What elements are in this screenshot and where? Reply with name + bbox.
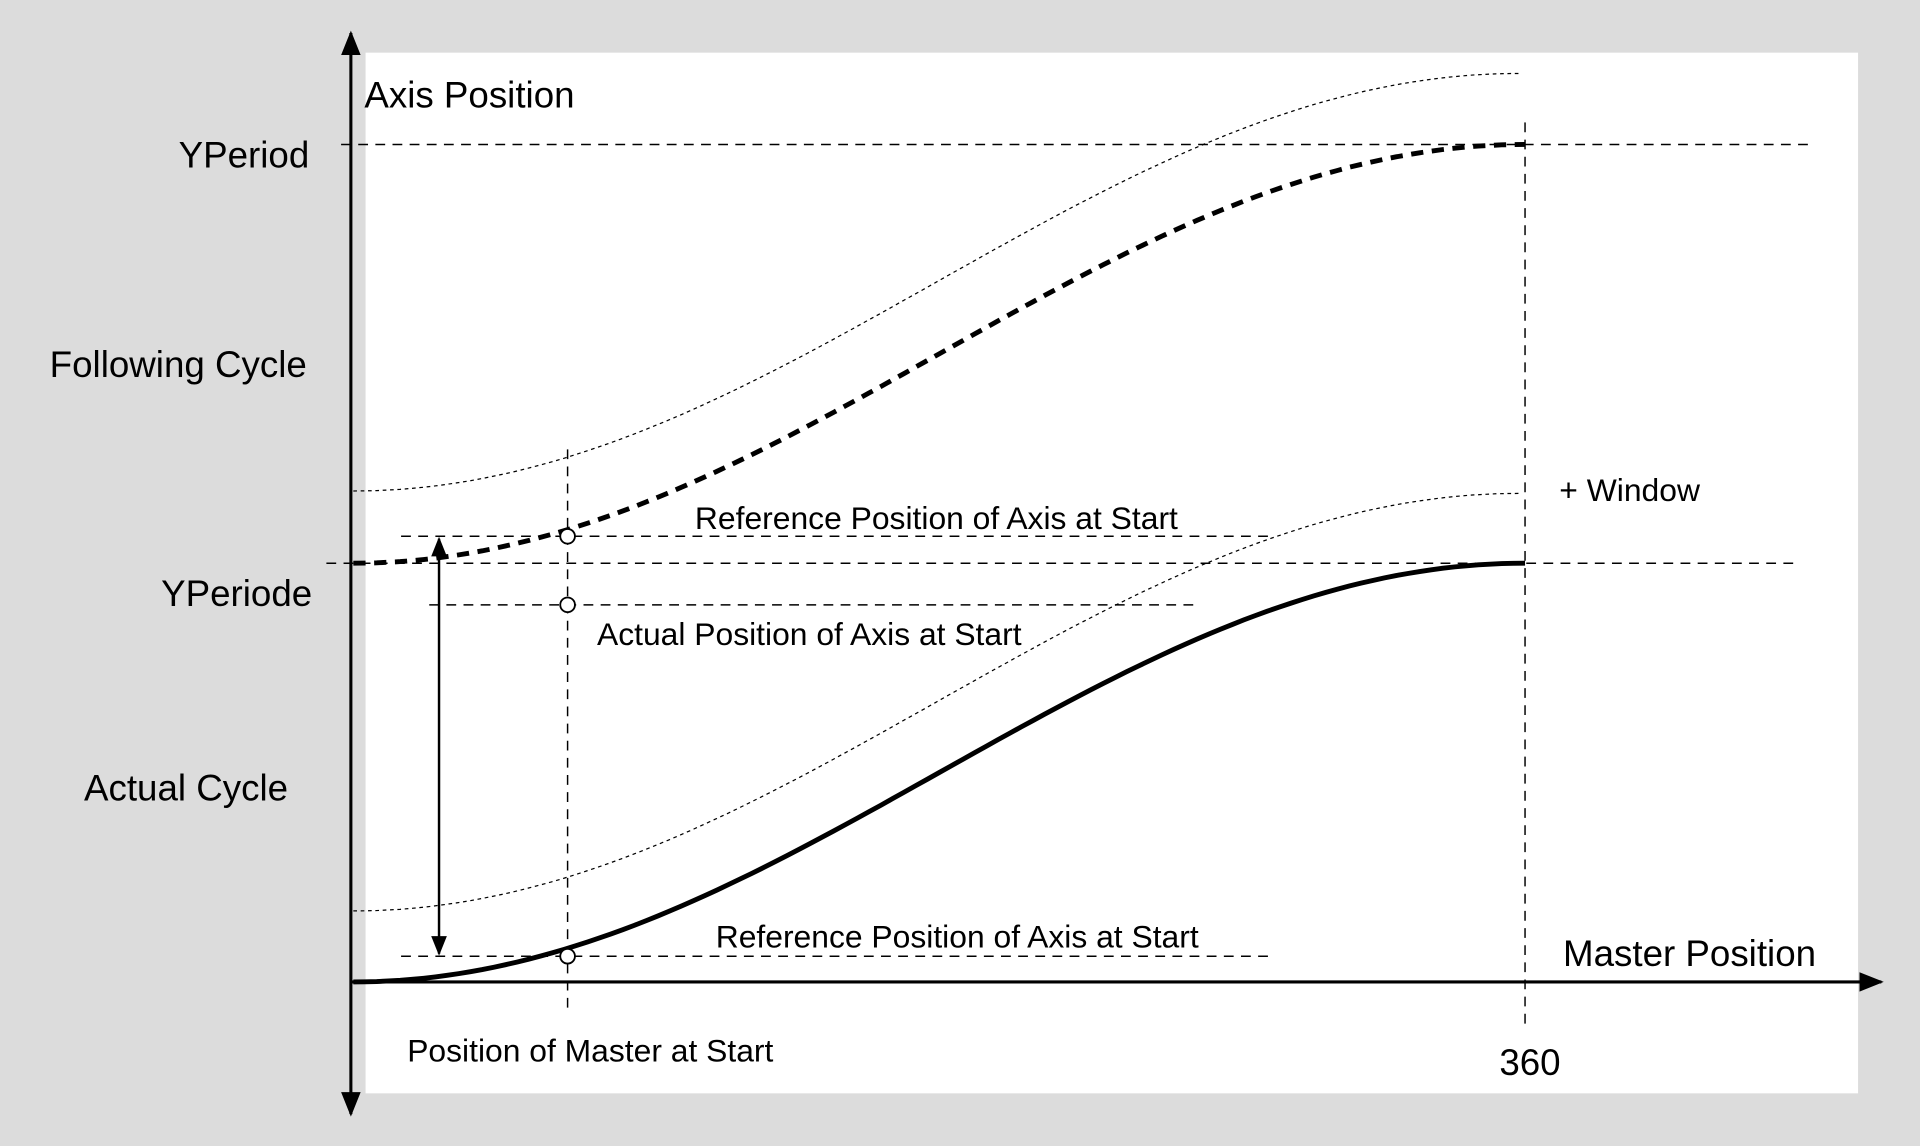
master-start-label: Position of Master at Start	[407, 1033, 773, 1069]
ref-pos-upper-label: Reference Position of Axis at Start	[695, 500, 1178, 536]
ref-pos-lower-label: Reference Position of Axis at Start	[716, 919, 1199, 955]
ref-pos-upper-point	[559, 528, 576, 545]
diagram-panel	[365, 52, 1859, 1094]
yperiode-label: YPeriode	[161, 573, 312, 614]
axis-x-label: Master Position	[1563, 933, 1816, 974]
following-cycle-label: Following Cycle	[50, 344, 307, 385]
window-lower-curve	[353, 492, 1519, 912]
x-360-label: 360	[1499, 1042, 1560, 1083]
axis-y-label: Axis Position	[364, 75, 574, 116]
actual-pos-label: Actual Position of Axis at Start	[597, 616, 1022, 652]
actual-cycle-label: Actual Cycle	[84, 768, 288, 809]
window-upper-curve	[353, 72, 1519, 492]
actual-cycle-curve	[353, 560, 1526, 985]
window-label: + Window	[1559, 472, 1701, 508]
actual-pos-point	[559, 596, 576, 614]
yperiod-label: YPeriod	[179, 135, 310, 176]
following-cycle-curve	[353, 142, 1526, 566]
ref-pos-lower-point	[559, 947, 576, 965]
